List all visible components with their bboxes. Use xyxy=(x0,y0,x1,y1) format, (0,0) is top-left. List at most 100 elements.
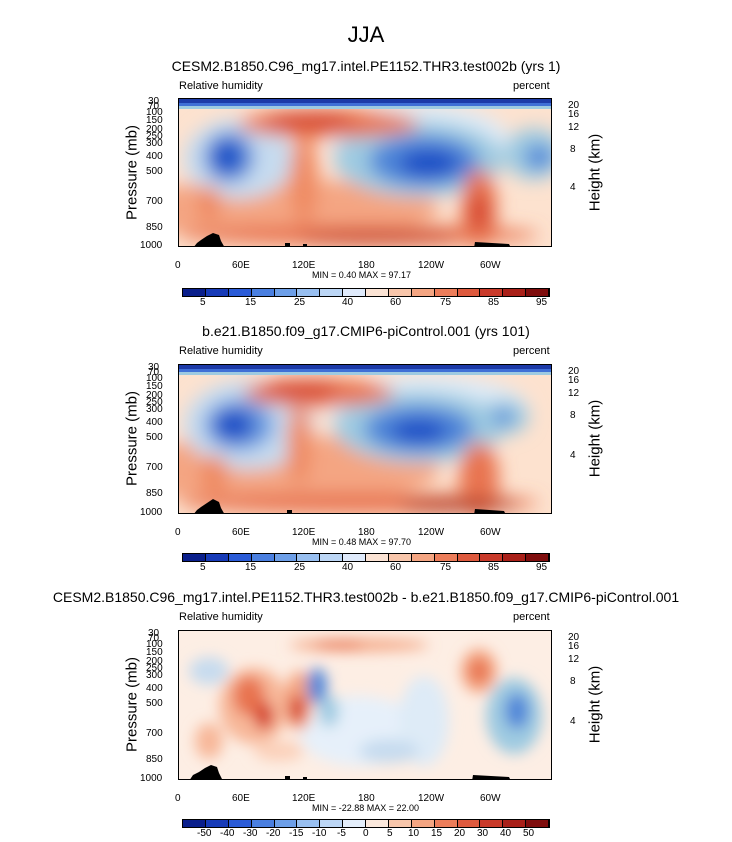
colorbar-label: 40 xyxy=(500,828,512,839)
height-tick: 16 xyxy=(568,375,580,386)
pressure-tick: 1000 xyxy=(140,240,163,251)
colorbar-swatch xyxy=(526,554,549,561)
colorbar-swatch xyxy=(434,554,458,561)
pressure-tick: 200 xyxy=(146,390,163,401)
pressure-tick: 150 xyxy=(146,381,163,392)
panel-3-title: CESM2.B1850.C96_mg17.intel.PE1152.THR3.t… xyxy=(52,589,680,605)
height-tick: 8 xyxy=(570,144,576,155)
colorbar-swatch xyxy=(274,289,298,296)
colorbar-swatch xyxy=(388,554,412,561)
panel-1-colorbar xyxy=(182,288,550,297)
pressure-tick: 250 xyxy=(146,131,163,142)
panel-3-colorbar-labels: -50 -40 -30 -20 -15 -10 -5 0 5 10 15 20 … xyxy=(182,828,550,842)
colorbar-label: 40 xyxy=(342,297,354,308)
x-tick: 60W xyxy=(480,260,501,271)
height-tick: 8 xyxy=(570,676,576,687)
panel-2-variable-label: Relative humidity xyxy=(179,345,263,357)
x-tick: 60E xyxy=(232,260,250,271)
pressure-tick: 700 xyxy=(146,728,163,739)
pressure-tick: 100 xyxy=(146,639,163,650)
height-tick: 8 xyxy=(570,410,576,421)
colorbar-swatch xyxy=(297,820,321,827)
colorbar-label: -50 xyxy=(197,828,212,839)
colorbar-label: 15 xyxy=(245,562,257,573)
panel-2-y-right-label: Height (km) xyxy=(586,399,604,478)
height-tick: 12 xyxy=(568,122,580,133)
colorbar-label: 25 xyxy=(294,562,306,573)
colorbar-label: 75 xyxy=(440,562,452,573)
colorbar-swatch xyxy=(320,820,344,827)
colorbar-swatch xyxy=(480,289,504,296)
x-tick: 60E xyxy=(232,793,250,804)
panel-1-x-axis: 0 60E 120E 180 120W 60W xyxy=(175,250,552,271)
x-tick: 180 xyxy=(358,260,375,271)
colorbar-label: -20 xyxy=(266,828,281,839)
colorbar-label: 95 xyxy=(536,562,548,573)
pressure-tick: 70 xyxy=(148,633,160,644)
x-tick: 0 xyxy=(175,793,181,804)
colorbar-swatch xyxy=(411,820,435,827)
colorbar-swatch xyxy=(366,289,389,296)
height-tick: 20 xyxy=(568,100,580,111)
colorbar-label: 5 xyxy=(200,562,206,573)
colorbar-swatch xyxy=(457,554,481,561)
pressure-tick: 70 xyxy=(148,367,160,378)
panel-2-y-left-label: Pressure (mb) xyxy=(123,390,141,487)
colorbar-label: 0 xyxy=(363,828,369,839)
height-tick: 4 xyxy=(570,450,576,461)
colorbar-swatch xyxy=(274,820,298,827)
colorbar-swatch xyxy=(411,289,435,296)
x-tick: 120E xyxy=(292,260,316,271)
pressure-tick: 850 xyxy=(146,754,163,765)
pressure-tick: 1000 xyxy=(140,773,163,784)
pressure-tick: 200 xyxy=(146,124,163,135)
colorbar-swatch xyxy=(388,289,412,296)
colorbar-label: 75 xyxy=(440,297,452,308)
pressure-tick: 300 xyxy=(146,670,163,681)
pressure-tick: 500 xyxy=(146,698,163,709)
x-tick: 180 xyxy=(358,527,375,538)
pressure-tick: 150 xyxy=(146,647,163,658)
pressure-tick: 250 xyxy=(146,663,163,674)
panel-1-stats: MIN = 0.40 MAX = 97.17 xyxy=(312,270,412,280)
colorbar-swatch xyxy=(388,820,412,827)
colorbar-swatch xyxy=(183,554,206,561)
x-tick: 120W xyxy=(418,793,445,804)
panel-3-colorbar-swatches xyxy=(182,819,550,828)
panel-2-stats: MIN = 0.48 MAX = 97.70 xyxy=(312,537,412,547)
colorbar-label: -5 xyxy=(337,828,346,839)
panel-3-y-left-label: Pressure (mb) xyxy=(123,656,141,753)
x-tick: 0 xyxy=(175,527,181,538)
pressure-tick: 850 xyxy=(146,488,163,499)
colorbar-swatch xyxy=(251,554,275,561)
colorbar-label: -30 xyxy=(243,828,258,839)
pressure-tick: 30 xyxy=(148,628,160,639)
colorbar-swatch xyxy=(457,289,481,296)
panel-2-colorbar-swatches xyxy=(182,553,550,562)
colorbar-swatch xyxy=(434,820,458,827)
colorbar-label: 15 xyxy=(431,828,443,839)
panel-1-variable-label: Relative humidity xyxy=(179,80,263,92)
colorbar-label: 30 xyxy=(477,828,489,839)
pressure-tick: 400 xyxy=(146,151,163,162)
colorbar-swatch xyxy=(297,554,321,561)
panel-1-heatmap xyxy=(179,99,551,246)
colorbar-swatch xyxy=(366,820,389,827)
panel-3-stats: MIN = -22.88 MAX = 22.00 xyxy=(312,803,420,813)
colorbar-swatch xyxy=(205,554,229,561)
panel-3-units-label: percent xyxy=(513,611,550,623)
colorbar-label: 20 xyxy=(454,828,466,839)
colorbar-label: 60 xyxy=(390,297,402,308)
pressure-tick: 70 xyxy=(148,101,160,112)
height-tick: 4 xyxy=(570,716,576,727)
panel-1-units-label: percent xyxy=(513,80,550,92)
pressure-tick: 200 xyxy=(146,656,163,667)
height-tick: 20 xyxy=(568,366,580,377)
pressure-tick: 300 xyxy=(146,138,163,149)
colorbar-label: 85 xyxy=(488,562,500,573)
panel-3-variable-label: Relative humidity xyxy=(179,611,263,623)
colorbar-swatch xyxy=(366,554,389,561)
pressure-tick: 1000 xyxy=(140,507,163,518)
colorbar-label: -10 xyxy=(312,828,327,839)
height-tick: 20 xyxy=(568,632,580,643)
